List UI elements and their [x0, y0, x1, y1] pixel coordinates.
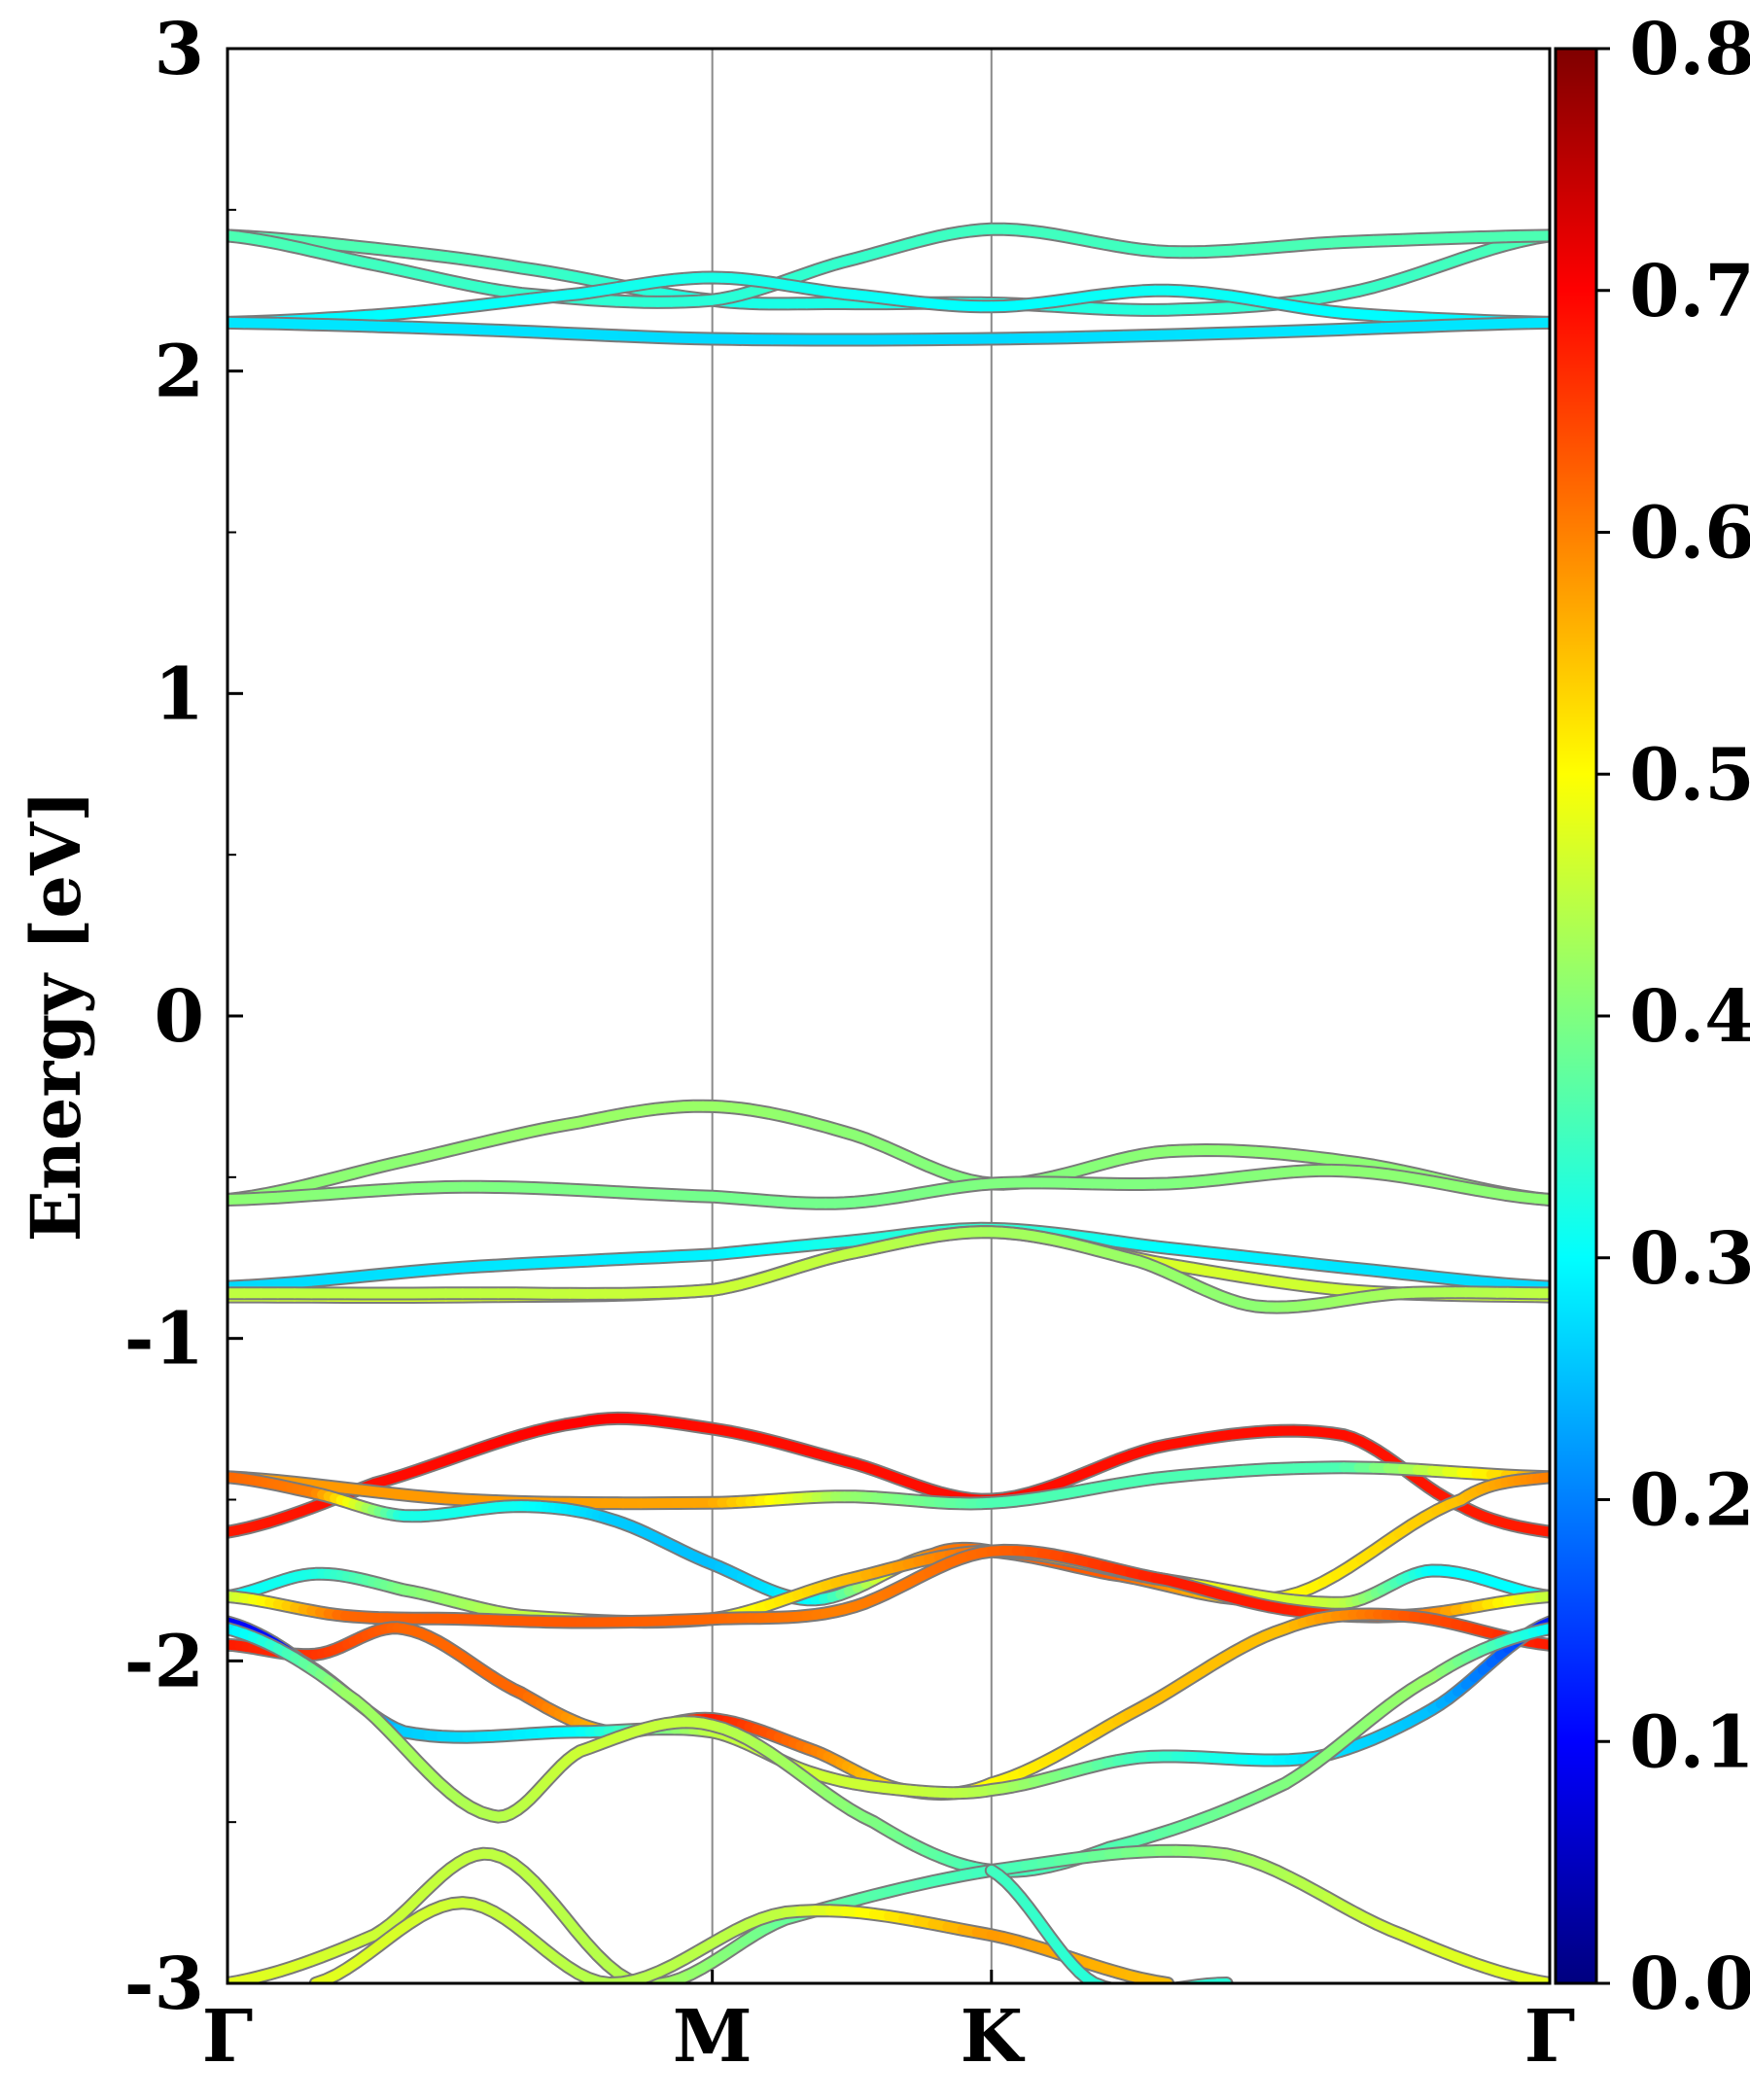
colorbar-tick-label: 0.4 [1629, 975, 1750, 1059]
band-series-group [228, 222, 1550, 1992]
x-tick-label: M [673, 1995, 752, 2079]
colorbar-tick-label: 0.6 [1629, 492, 1750, 576]
band-line [228, 315, 1550, 347]
x-tick-label: Γ [202, 1995, 254, 2079]
x-tick-label: Γ [1524, 1995, 1576, 2079]
band-line [228, 1163, 1550, 1210]
band-line [228, 1225, 1550, 1314]
colorbar-ticks: 0.0 0.1 0.2 0.3 0.4 0.5 0.6 0.7 0.8 [1596, 8, 1750, 2026]
band-line [228, 270, 1550, 330]
band-line [228, 1622, 1550, 1878]
band-segment [1161, 1989, 1171, 1990]
band-segment [1534, 1638, 1550, 1650]
y-axis-ticks: -3 -2 -1 0 1 2 3 [124, 8, 243, 2026]
band-segment [1534, 1592, 1550, 1602]
y-tick-label: 1 [155, 652, 205, 736]
y-axis-title: Energy [eV] [16, 790, 96, 1242]
band-line [228, 1221, 1550, 1294]
y-tick-label: 0 [155, 975, 205, 1059]
y-tick-label: 3 [155, 8, 205, 91]
band-segment [1529, 1193, 1550, 1205]
band-line [228, 1843, 1550, 1983]
band-segment [1141, 1991, 1151, 1992]
band-segment [1185, 1980, 1203, 1983]
colorbar-tick-label: 0.7 [1629, 250, 1750, 333]
band-segment [1177, 1982, 1181, 1983]
y-tick-label: -2 [124, 1620, 204, 1703]
colorbar: 0.0 0.1 0.2 0.3 0.4 0.5 0.6 0.7 0.8 [1554, 8, 1750, 2026]
y-tick-label: -1 [124, 1298, 204, 1382]
band-segment [1100, 1981, 1110, 1983]
colorbar-gradient [1554, 47, 1598, 1985]
colorbar-tick-label: 0.1 [1629, 1700, 1750, 1784]
y-tick-label: 2 [155, 331, 205, 414]
band-segment [1113, 1989, 1123, 1991]
colorbar-tick-label: 0.5 [1629, 733, 1750, 817]
colorbar-tick-label: 0.0 [1629, 1942, 1750, 2026]
colorbar-tick-label: 0.3 [1629, 1217, 1750, 1301]
high-symmetry-lines [711, 49, 993, 1983]
colorbar-tick-label: 0.8 [1629, 8, 1750, 91]
colorbar-tick-label: 0.2 [1629, 1459, 1750, 1543]
band-segment [1177, 1981, 1193, 1983]
y-tick-label: -3 [124, 1942, 204, 2026]
x-tick-label: K [961, 1995, 1026, 2079]
band-segment [1123, 1991, 1133, 1992]
band-segment [1151, 1990, 1161, 1991]
